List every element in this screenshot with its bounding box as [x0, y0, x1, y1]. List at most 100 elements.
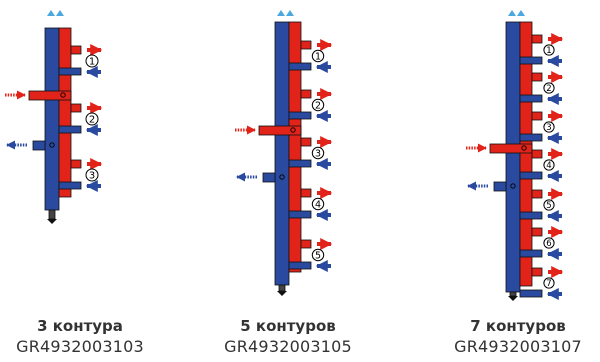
supply-stub — [531, 34, 543, 44]
return-stub — [519, 94, 543, 103]
circuit-number-label: 2 — [89, 115, 95, 126]
circuit-circle — [543, 121, 555, 133]
variant-7-title: 7 контуров — [470, 317, 566, 335]
circuit-number-5: 5 — [311, 248, 325, 262]
drain-pipe — [509, 291, 517, 297]
circuit-number-3: 3 — [85, 168, 99, 182]
circuit-number-3: 3 — [311, 146, 325, 160]
circuit-circle — [543, 44, 555, 56]
return-column — [44, 27, 60, 211]
variant-label-7: 7 контуров GR4932003107 — [418, 316, 600, 358]
supply-stub — [300, 239, 312, 249]
supply-stub — [531, 149, 543, 159]
separator-unit-5: 1 2 3 4 5 — [235, 10, 333, 296]
circuit-circle — [543, 199, 555, 211]
sensor-port-icon — [49, 142, 55, 148]
return-stub — [58, 181, 82, 190]
circuit-number-2: 2 — [311, 98, 325, 112]
supply-stub — [300, 188, 312, 198]
circuit-number-5: 5 — [543, 199, 555, 211]
return-stub — [519, 56, 543, 65]
circuit-circle — [543, 277, 555, 289]
return-stub — [288, 159, 312, 168]
separator-unit-3: 1 2 3 — [5, 10, 103, 224]
return-stub — [58, 67, 82, 76]
circuit-number-label: 6 — [546, 239, 551, 249]
sensor-port-icon — [521, 145, 527, 151]
circuit-number-label: 1 — [546, 46, 551, 56]
circuit-number-label: 5 — [546, 201, 551, 211]
circuit-circle — [543, 237, 555, 249]
outlet-pipe — [32, 140, 46, 151]
drain-pipe — [48, 209, 56, 220]
variant-7-code: GR4932003107 — [454, 337, 582, 356]
supply-stub — [70, 103, 82, 113]
return-stub — [519, 133, 543, 142]
circuit-number-label: 3 — [315, 149, 321, 160]
supply-stub — [300, 89, 312, 99]
circuit-circle — [311, 146, 325, 160]
circuit-circle — [85, 54, 99, 68]
circuit-number-4: 4 — [311, 197, 325, 211]
sensor-port-icon — [60, 92, 66, 98]
circuit-number-label: 1 — [315, 52, 321, 63]
circuit-circle — [543, 82, 555, 94]
return-column — [274, 21, 290, 286]
return-stub — [58, 125, 82, 134]
supply-stub — [531, 227, 543, 237]
outlet-pipe — [493, 181, 507, 192]
circuit-number-label: 4 — [315, 200, 321, 211]
circuit-circle — [311, 248, 325, 262]
drain-pipe — [278, 284, 286, 292]
circuit-circle — [85, 112, 99, 126]
circuit-number-1: 1 — [311, 49, 325, 63]
sensor-port-icon — [279, 174, 285, 180]
inlet-pipe — [28, 90, 72, 101]
circuit-number-label: 4 — [546, 161, 551, 171]
return-stub — [288, 62, 312, 71]
circuit-number-label: 3 — [546, 123, 551, 133]
top-marker-icon — [508, 10, 516, 16]
supply-stub — [300, 40, 312, 50]
circuit-circle — [85, 168, 99, 182]
circuit-number-2: 2 — [85, 112, 99, 126]
circuit-number-4: 4 — [543, 159, 555, 171]
supply-stub — [531, 267, 543, 277]
variant-5-code: GR4932003105 — [224, 337, 352, 356]
top-marker-icon — [47, 10, 55, 16]
top-marker-icon — [277, 10, 285, 16]
variant-3-title: 3 контура — [37, 317, 123, 335]
circuit-number-label: 2 — [546, 84, 551, 94]
supply-stub — [531, 72, 543, 82]
inlet-pipe — [258, 125, 302, 136]
supply-stub — [70, 159, 82, 169]
circuit-number-1: 1 — [543, 44, 555, 56]
drain-tip-icon — [508, 296, 518, 301]
top-marker-icon — [286, 10, 294, 16]
circuit-circle — [311, 49, 325, 63]
circuit-number-label: 5 — [315, 251, 321, 262]
return-stub — [288, 210, 312, 219]
outlet-pipe — [262, 172, 276, 183]
variant-3-code: GR4932003103 — [16, 337, 144, 356]
top-marker-icon — [56, 10, 64, 16]
circuit-number-label: 2 — [315, 101, 321, 112]
return-stub — [519, 249, 543, 258]
top-marker-icon — [517, 10, 525, 16]
variant-5-title: 5 контуров — [240, 317, 336, 335]
supply-stub — [70, 45, 82, 55]
supply-stub — [531, 189, 543, 199]
circuit-number-1: 1 — [85, 54, 99, 68]
inlet-pipe — [489, 143, 533, 154]
circuit-number-6: 6 — [543, 237, 555, 249]
supply-column — [58, 27, 72, 198]
supply-column — [288, 21, 302, 273]
variant-label-3: 3 контура GR4932003103 — [0, 316, 180, 358]
supply-stub — [531, 111, 543, 121]
supply-stub — [300, 137, 312, 147]
circuit-number-label: 1 — [89, 57, 95, 68]
return-stub — [519, 171, 543, 180]
variant-label-5: 5 контуров GR4932003105 — [188, 316, 388, 358]
return-stub — [288, 111, 312, 120]
